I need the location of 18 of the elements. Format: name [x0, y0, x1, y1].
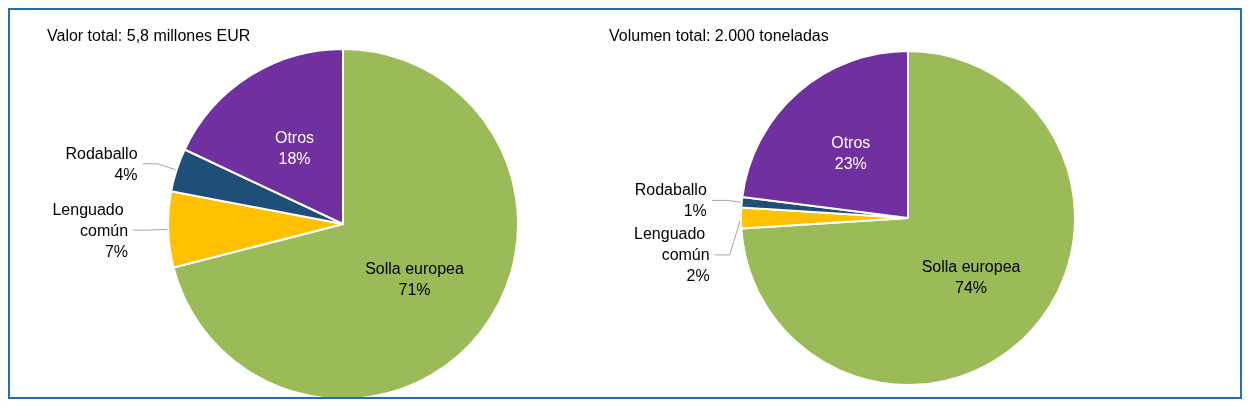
data-label: 71% [398, 281, 431, 299]
slice-label: Solla europea [921, 258, 1021, 276]
slice-label: Rodaballo [65, 144, 138, 162]
chart-title: Volumen total: 2.000 toneladas [609, 26, 829, 44]
slice-label: Otros [274, 128, 315, 146]
data-label: 18% [278, 149, 311, 167]
data-label: 23% [834, 155, 867, 173]
data-label: 4% [114, 165, 138, 183]
data-label: 7% [104, 242, 129, 260]
slice-label: Otros [831, 134, 871, 152]
slice-label: Lenguado común [634, 225, 710, 264]
chart-title: Valor total: 5,8 millones EUR [47, 26, 251, 44]
data-label: 74% [955, 279, 988, 297]
data-label: 1% [683, 202, 707, 220]
slice-label: Lenguado común [52, 200, 129, 239]
slice-label: Solla europea [365, 260, 464, 278]
slice-label: Rodaballo [634, 181, 707, 199]
data-label: 2% [686, 267, 710, 285]
